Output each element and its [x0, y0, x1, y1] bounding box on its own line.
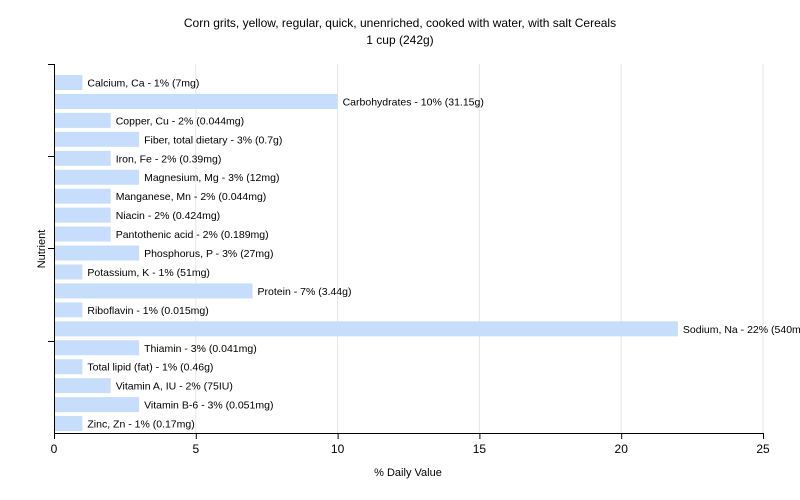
bar-5 [55, 169, 140, 185]
x-axis-label: % Daily Value [374, 467, 442, 479]
bar-6 [55, 188, 111, 204]
x-tick-label-3: 15 [473, 442, 487, 456]
bar-1 [55, 93, 338, 109]
bar-18 [55, 416, 83, 432]
bar-label-18: Zinc, Zn - 1% (0.17mg) [87, 419, 194, 431]
bar-9 [55, 245, 140, 261]
bar-label-2: Copper, Cu - 2% (0.044mg) [116, 115, 244, 127]
bar-4 [55, 150, 111, 166]
bar-16 [55, 378, 111, 394]
bar-12 [55, 302, 83, 318]
chart-title-line: Corn grits, yellow, regular, quick, unen… [183, 16, 617, 30]
bar-label-14: Thiamin - 3% (0.041mg) [144, 343, 257, 355]
bar-label-3: Fiber, total dietary - 3% (0.7g) [144, 134, 282, 146]
chart-title: Corn grits, yellow, regular, quick, unen… [0, 15, 800, 49]
bar-label-9: Phosphorus, P - 3% (27mg) [144, 248, 273, 260]
bar-label-0: Calcium, Ca - 1% (7mg) [87, 78, 199, 90]
bar-label-4: Iron, Fe - 2% (0.39mg) [116, 153, 222, 165]
axes: 0 5 10 15 20 25 [48, 64, 770, 456]
bar-label-16: Vitamin A, IU - 2% (75IU) [116, 381, 233, 393]
x-tick-label-2: 10 [331, 442, 345, 456]
bar-10 [55, 264, 83, 280]
bar-8 [55, 226, 111, 242]
x-tick-label-4: 20 [615, 442, 629, 456]
bar-label-11: Protein - 7% (3.44g) [258, 286, 352, 298]
bar-label-15: Total lipid (fat) - 1% (0.46g) [87, 362, 213, 374]
bar-3 [55, 131, 140, 147]
bar-label-6: Manganese, Mn - 2% (0.044mg) [116, 191, 267, 203]
bar-label-12: Riboflavin - 1% (0.015mg) [87, 305, 208, 317]
bar-11 [55, 283, 253, 299]
bar-label-17: Vitamin B-6 - 3% (0.051mg) [144, 400, 273, 412]
bar-13 [55, 321, 678, 337]
chart-subtitle: 1 cup (242g) [366, 33, 434, 47]
bar-0 [55, 75, 83, 90]
bars: Calcium, Ca - 1% (7mg) Carbohydrates - 10… [55, 75, 800, 432]
bar-15 [55, 359, 83, 375]
grid-lines [195, 64, 764, 433]
x-tick-label-1: 5 [192, 442, 199, 456]
bar-label-7: Niacin - 2% (0.424mg) [116, 210, 220, 222]
y-axis-label: Nutrient [36, 230, 48, 269]
bar-label-8: Pantothenic acid - 2% (0.189mg) [116, 229, 269, 241]
x-tick-label-5: 25 [756, 442, 770, 456]
bar-label-10: Potassium, K - 1% (51mg) [87, 267, 210, 279]
bar-label-1: Carbohydrates - 10% (31.15g) [343, 96, 484, 108]
bar-2 [55, 112, 111, 128]
bar-14 [55, 340, 140, 356]
bar-17 [55, 397, 140, 413]
x-tick-label-0: 0 [51, 442, 58, 456]
bar-7 [55, 207, 111, 223]
bar-label-5: Magnesium, Mg - 3% (12mg) [144, 172, 279, 184]
bar-label-13: Sodium, Na - 22% (540mg) [683, 324, 800, 336]
